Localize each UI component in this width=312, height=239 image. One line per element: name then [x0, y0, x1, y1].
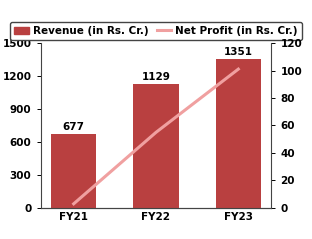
Text: 1351: 1351 [224, 47, 253, 57]
Bar [51, 134, 96, 208]
Legend: Revenue (in Rs. Cr.), Net Profit (in Rs. Cr.): Revenue (in Rs. Cr.), Net Profit (in Rs.… [10, 22, 302, 40]
Text: 677: 677 [63, 121, 85, 131]
Bar [133, 84, 179, 208]
Bar [216, 60, 261, 208]
Text: 1129: 1129 [142, 72, 170, 82]
